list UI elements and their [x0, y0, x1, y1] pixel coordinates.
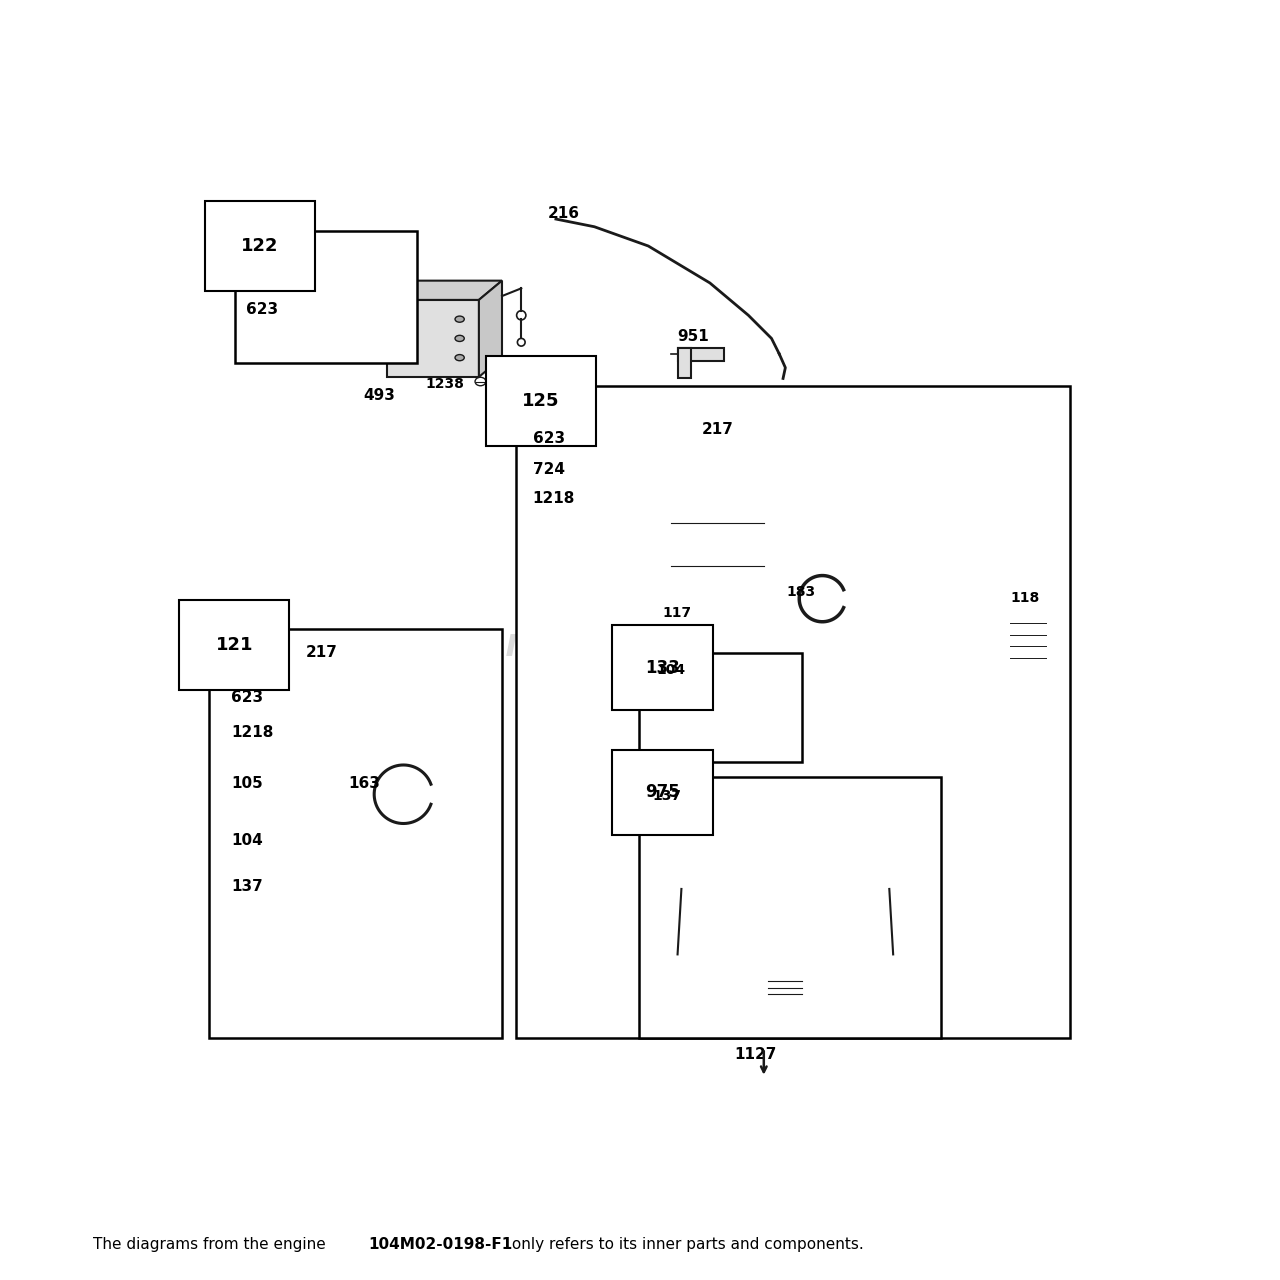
Text: 104: 104	[230, 833, 262, 847]
Bar	[639, 777, 941, 1038]
Ellipse shape	[677, 705, 771, 742]
Bar	[662, 570, 672, 581]
Ellipse shape	[709, 534, 726, 550]
Text: 1238: 1238	[425, 376, 463, 390]
Circle shape	[274, 783, 280, 790]
Text: 117: 117	[662, 607, 691, 621]
Polygon shape	[337, 650, 365, 658]
Ellipse shape	[340, 297, 355, 311]
Bar	[677, 348, 691, 379]
Bar	[639, 653, 803, 762]
Ellipse shape	[681, 814, 890, 841]
Ellipse shape	[763, 905, 809, 928]
Polygon shape	[687, 620, 712, 625]
Ellipse shape	[454, 335, 465, 342]
Text: 183: 183	[787, 585, 817, 599]
Ellipse shape	[404, 355, 415, 361]
Text: 623: 623	[246, 302, 279, 316]
Text: 724: 724	[532, 462, 564, 476]
Text: 1218: 1218	[532, 490, 575, 506]
Bar	[1016, 676, 1030, 685]
Polygon shape	[479, 280, 502, 376]
Text: 216: 216	[548, 206, 580, 221]
Ellipse shape	[777, 1011, 794, 1018]
Text: 121: 121	[215, 636, 253, 654]
Text: 137: 137	[230, 879, 262, 893]
Ellipse shape	[570, 433, 591, 448]
Text: 105: 105	[230, 776, 262, 791]
Ellipse shape	[268, 694, 289, 710]
Bar	[234, 230, 417, 364]
Text: 104: 104	[657, 663, 685, 677]
Ellipse shape	[692, 716, 755, 742]
Ellipse shape	[700, 877, 870, 906]
Ellipse shape	[655, 581, 780, 604]
Polygon shape	[387, 300, 479, 376]
Ellipse shape	[288, 300, 308, 315]
Text: 133: 133	[645, 659, 680, 677]
Ellipse shape	[454, 355, 465, 361]
Bar	[516, 387, 1070, 1038]
Ellipse shape	[475, 378, 486, 385]
Text: 217: 217	[306, 645, 338, 660]
Bar	[210, 630, 502, 1038]
Text: 1127: 1127	[735, 1047, 777, 1062]
Polygon shape	[730, 428, 751, 444]
Text: 1218: 1218	[230, 724, 274, 740]
Text: only refers to its inner parts and components.: only refers to its inner parts and compo…	[507, 1236, 864, 1252]
Circle shape	[774, 905, 797, 928]
Text: 623: 623	[532, 431, 564, 445]
Ellipse shape	[691, 517, 745, 567]
Circle shape	[692, 644, 705, 655]
Bar	[677, 348, 723, 361]
Ellipse shape	[334, 966, 362, 986]
Polygon shape	[270, 837, 302, 845]
Text: 137: 137	[652, 788, 681, 803]
Ellipse shape	[404, 335, 415, 342]
Ellipse shape	[420, 657, 461, 690]
Ellipse shape	[326, 284, 369, 324]
Ellipse shape	[573, 467, 593, 481]
Text: 163: 163	[348, 776, 380, 791]
Bar	[764, 570, 773, 581]
Polygon shape	[687, 664, 713, 671]
Bar	[1016, 600, 1030, 609]
Ellipse shape	[681, 869, 890, 909]
Text: 118: 118	[1010, 591, 1039, 605]
Text: 125: 125	[522, 392, 559, 411]
Text: 951: 951	[677, 329, 709, 344]
Polygon shape	[668, 489, 783, 508]
Ellipse shape	[404, 316, 415, 323]
Circle shape	[517, 338, 525, 346]
Circle shape	[270, 780, 284, 794]
Text: 104M02-0198-F1: 104M02-0198-F1	[369, 1236, 513, 1252]
Ellipse shape	[699, 524, 737, 561]
Ellipse shape	[242, 902, 457, 932]
Polygon shape	[387, 280, 502, 300]
Text: WWW.BRIGGSSTRATTONITUOE.COM: WWW.BRIGGSSTRATTONITUOE.COM	[349, 634, 963, 663]
Polygon shape	[668, 508, 768, 577]
Text: 493: 493	[364, 388, 396, 403]
Text: 217: 217	[703, 421, 733, 436]
Circle shape	[696, 648, 701, 652]
Text: 105: 105	[662, 639, 691, 653]
Bar	[1009, 608, 1047, 677]
Text: 975: 975	[645, 783, 680, 801]
Ellipse shape	[274, 731, 296, 746]
Text: 122: 122	[241, 237, 279, 255]
Text: The diagrams from the engine: The diagrams from the engine	[93, 1236, 332, 1252]
Ellipse shape	[668, 707, 780, 753]
Circle shape	[517, 311, 526, 320]
Bar	[768, 974, 803, 1001]
Ellipse shape	[575, 497, 596, 511]
Text: 623: 623	[230, 690, 264, 704]
Ellipse shape	[454, 316, 465, 323]
Polygon shape	[768, 489, 783, 577]
